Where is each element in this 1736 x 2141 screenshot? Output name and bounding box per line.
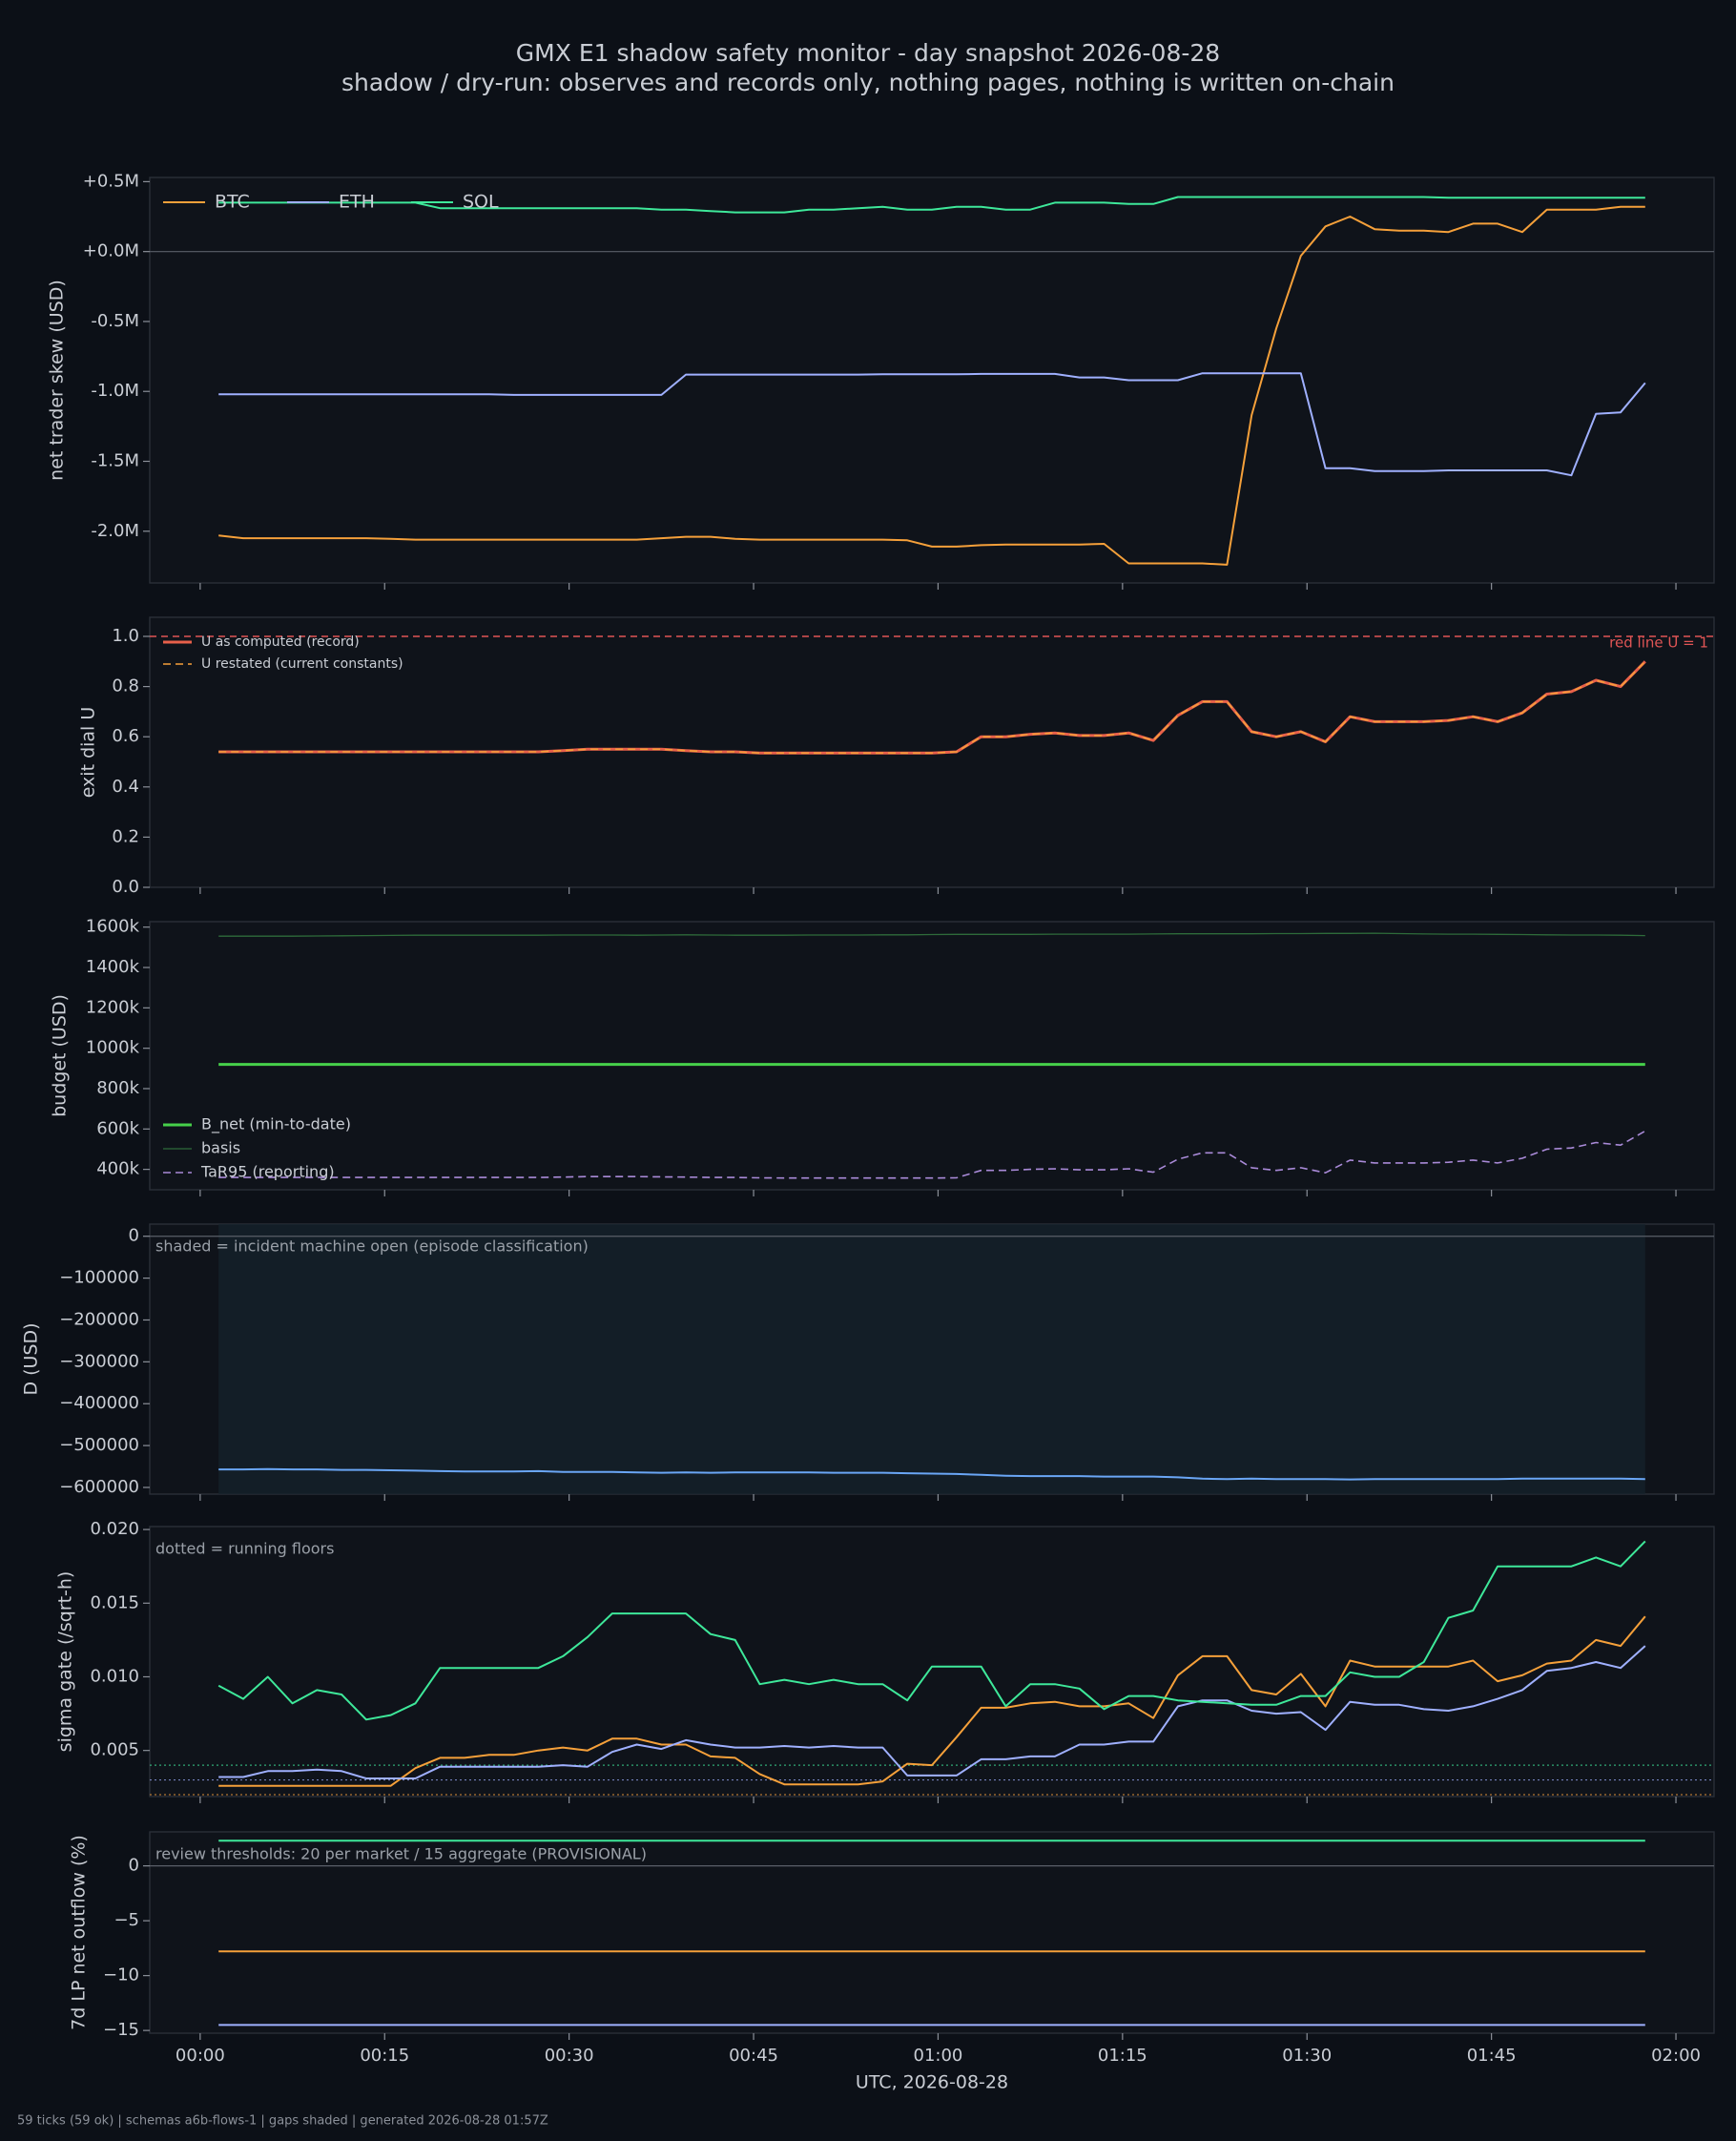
y-tick-label: +0.5M (83, 171, 139, 191)
x-tick-label: 00:45 (729, 2046, 778, 2066)
y-tick-label: 0.0 (112, 877, 139, 897)
y-tick-label: 0.4 (112, 777, 139, 797)
y-tick-label: 400k (96, 1159, 139, 1179)
legend-label: U as computed (record) (201, 634, 360, 650)
y-axis-label: D (USD) (21, 1322, 42, 1395)
x-tick-label: 00:30 (545, 2046, 594, 2066)
y-axis-label: 7d LP net outflow (%) (69, 1835, 90, 2030)
series-line (218, 660, 1646, 755)
x-tick-label: 01:15 (1098, 2046, 1147, 2066)
legend-label: basis (201, 1139, 240, 1157)
series-line (218, 196, 1645, 214)
legend-label: SOL (463, 192, 499, 213)
y-tick-label: 0.010 (90, 1666, 139, 1686)
title: GMX E1 shadow safety monitor - day snaps… (516, 39, 1220, 67)
series-line (218, 1467, 1645, 1481)
x-tick-label: 00:15 (360, 2046, 409, 2066)
y-tick-label: 1200k (86, 997, 140, 1017)
series-line (218, 372, 1646, 477)
legend-label: B_net (min-to-date) (201, 1115, 351, 1134)
panel-note: review thresholds: 20 per market / 15 ag… (155, 1845, 647, 1863)
y-tick-label: −600000 (59, 1477, 139, 1497)
x-tick-label: 02:00 (1651, 2046, 1701, 2066)
subtitle: shadow / dry-run: observes and records o… (341, 69, 1395, 96)
y-tick-label: 800k (96, 1078, 139, 1098)
reference-label: red line U = 1 (1609, 634, 1708, 651)
panel-note: dotted = running floors (155, 1540, 334, 1558)
y-tick-label: 0 (129, 1856, 139, 1876)
series-line (218, 932, 1645, 937)
y-tick-label: -0.5M (91, 311, 139, 331)
y-tick-label: 1.0 (112, 626, 139, 646)
x-tick-label: 01:45 (1467, 2046, 1517, 2066)
y-tick-label: −400000 (59, 1393, 139, 1413)
y-tick-label: 0.8 (112, 676, 139, 696)
x-tick-label: 01:30 (1282, 2046, 1332, 2066)
y-tick-label: 0 (129, 1226, 139, 1246)
y-tick-label: −100000 (59, 1268, 139, 1288)
legend-label: TaR95 (reporting) (200, 1163, 335, 1181)
series-line (218, 1645, 1646, 1779)
y-axis-label: exit dial U (78, 707, 99, 799)
y-tick-label: −500000 (59, 1435, 139, 1455)
series-line (217, 1540, 1646, 1721)
panel (149, 1526, 1715, 1798)
y-tick-label: −15 (103, 2020, 139, 2040)
y-tick-label: −10 (103, 1965, 139, 1985)
y-tick-label: 0.020 (90, 1519, 139, 1539)
y-tick-label: -1.0M (91, 381, 139, 401)
y-tick-label: 0.015 (90, 1592, 139, 1612)
y-tick-label: 0.6 (112, 726, 139, 746)
y-tick-label: −300000 (59, 1351, 139, 1371)
y-axis-label: net trader skew (USD) (47, 280, 68, 481)
panel (149, 177, 1715, 584)
y-tick-label: 0.2 (112, 826, 139, 846)
y-tick-label: −200000 (59, 1309, 139, 1329)
series-line (218, 1615, 1646, 1787)
y-tick-label: −5 (114, 1910, 139, 1930)
y-axis-label: sigma gate (/sqrt-h) (55, 1571, 76, 1753)
footer: 59 ticks (59 ok) | schemas a6b-flows-1 |… (17, 2114, 548, 2129)
legend-label: U restated (current constants) (201, 656, 403, 672)
incident-shade (218, 1224, 1645, 1494)
y-tick-label: 600k (96, 1118, 139, 1138)
y-tick-label: 0.005 (90, 1740, 139, 1760)
panel (149, 921, 1715, 1191)
legend-label: BTC (215, 192, 250, 213)
y-tick-label: 1400k (86, 957, 140, 977)
legend-label: ETH (339, 192, 375, 213)
y-tick-label: -2.0M (91, 521, 139, 541)
series-line (218, 205, 1645, 566)
series-line (218, 1130, 1646, 1179)
shade-note: shaded = incident machine open (episode … (155, 1237, 589, 1256)
y-axis-label: budget (USD) (50, 994, 71, 1117)
y-tick-label: -1.5M (91, 451, 139, 471)
y-tick-label: 1600k (86, 917, 140, 937)
y-tick-label: 1000k (86, 1038, 140, 1058)
x-tick-label: 00:00 (176, 2046, 225, 2066)
y-tick-label: +0.0M (83, 241, 139, 261)
x-axis-label: UTC, 2026-08-28 (856, 2072, 1008, 2093)
x-tick-label: 01:00 (914, 2046, 963, 2066)
